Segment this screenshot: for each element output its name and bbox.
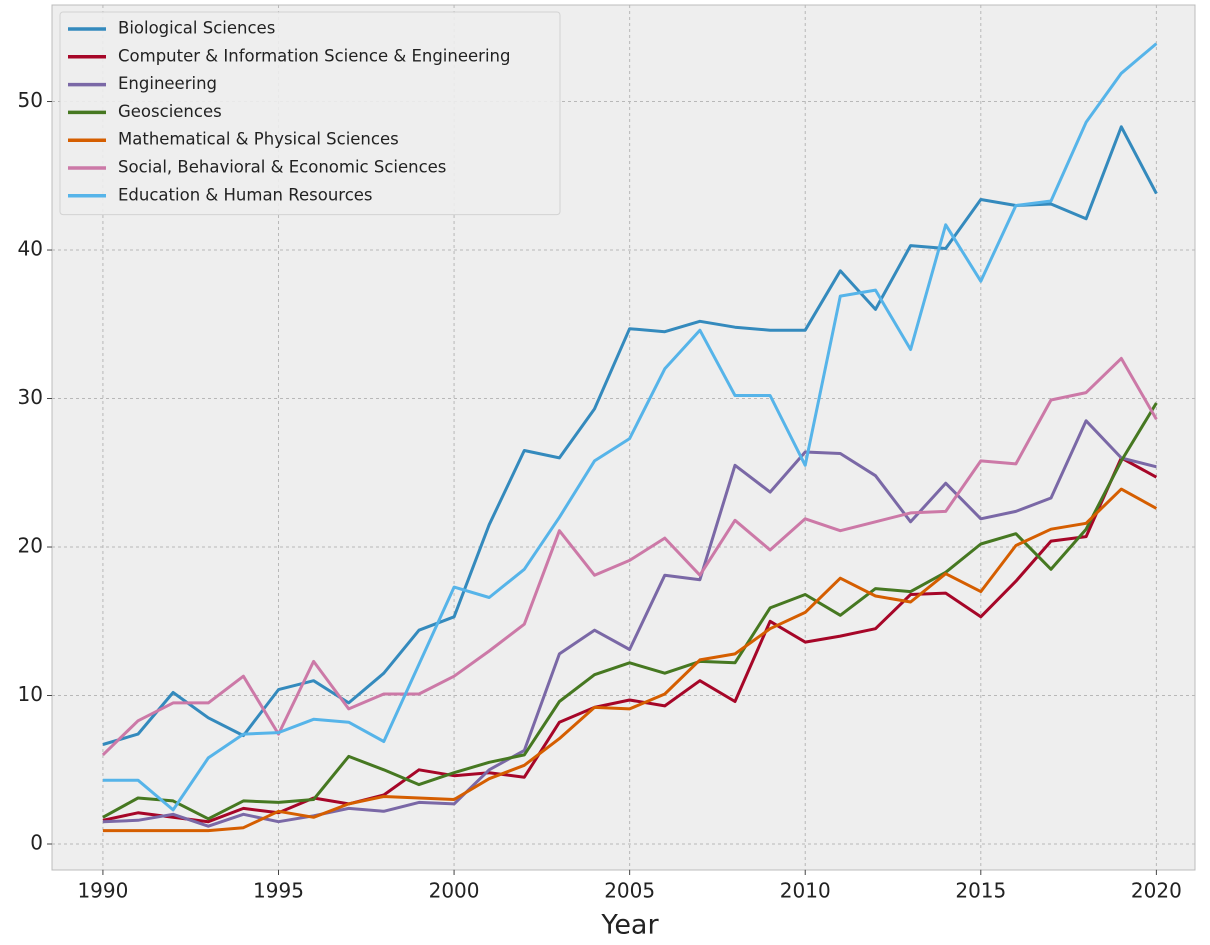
x-tick-label: 2010 [780,879,831,903]
y-tick-label: 0 [30,831,43,855]
lines [101,42,1158,833]
series-line [102,125,1158,746]
x-tick-label: 1990 [77,879,128,903]
x-tick-label: 2020 [1131,879,1182,903]
legend-label: Computer & Information Science & Enginee… [118,46,510,65]
legend-label: Education & Human Resources [118,185,373,204]
x-tick-label: 2005 [604,879,655,903]
legend-label: Engineering [118,74,217,93]
legend-label: Mathematical & Physical Sciences [118,130,399,149]
y-tick-label: 30 [18,385,43,409]
legend-box [59,11,561,216]
legend-label: Social, Behavioral & Economic Sciences [118,158,446,177]
y-tick-label: 40 [18,237,43,261]
series-line [102,419,1157,828]
x-tick-label: 1995 [253,879,304,903]
series-line [102,402,1158,821]
y-tick-label: 50 [18,88,43,112]
x-axis-label: Year [600,910,659,941]
legend-label: Geosciences [118,102,222,121]
x-tick-label: 2015 [955,879,1006,903]
y-tick-label: 20 [18,534,43,558]
series-line [102,42,1158,812]
legend-label: Biological Sciences [118,19,275,38]
y-tick-label: 10 [18,682,43,706]
x-tick-label: 2000 [429,879,480,903]
legend: Biological Sciences Computer & Informatio… [59,11,561,216]
series-line [102,487,1158,833]
